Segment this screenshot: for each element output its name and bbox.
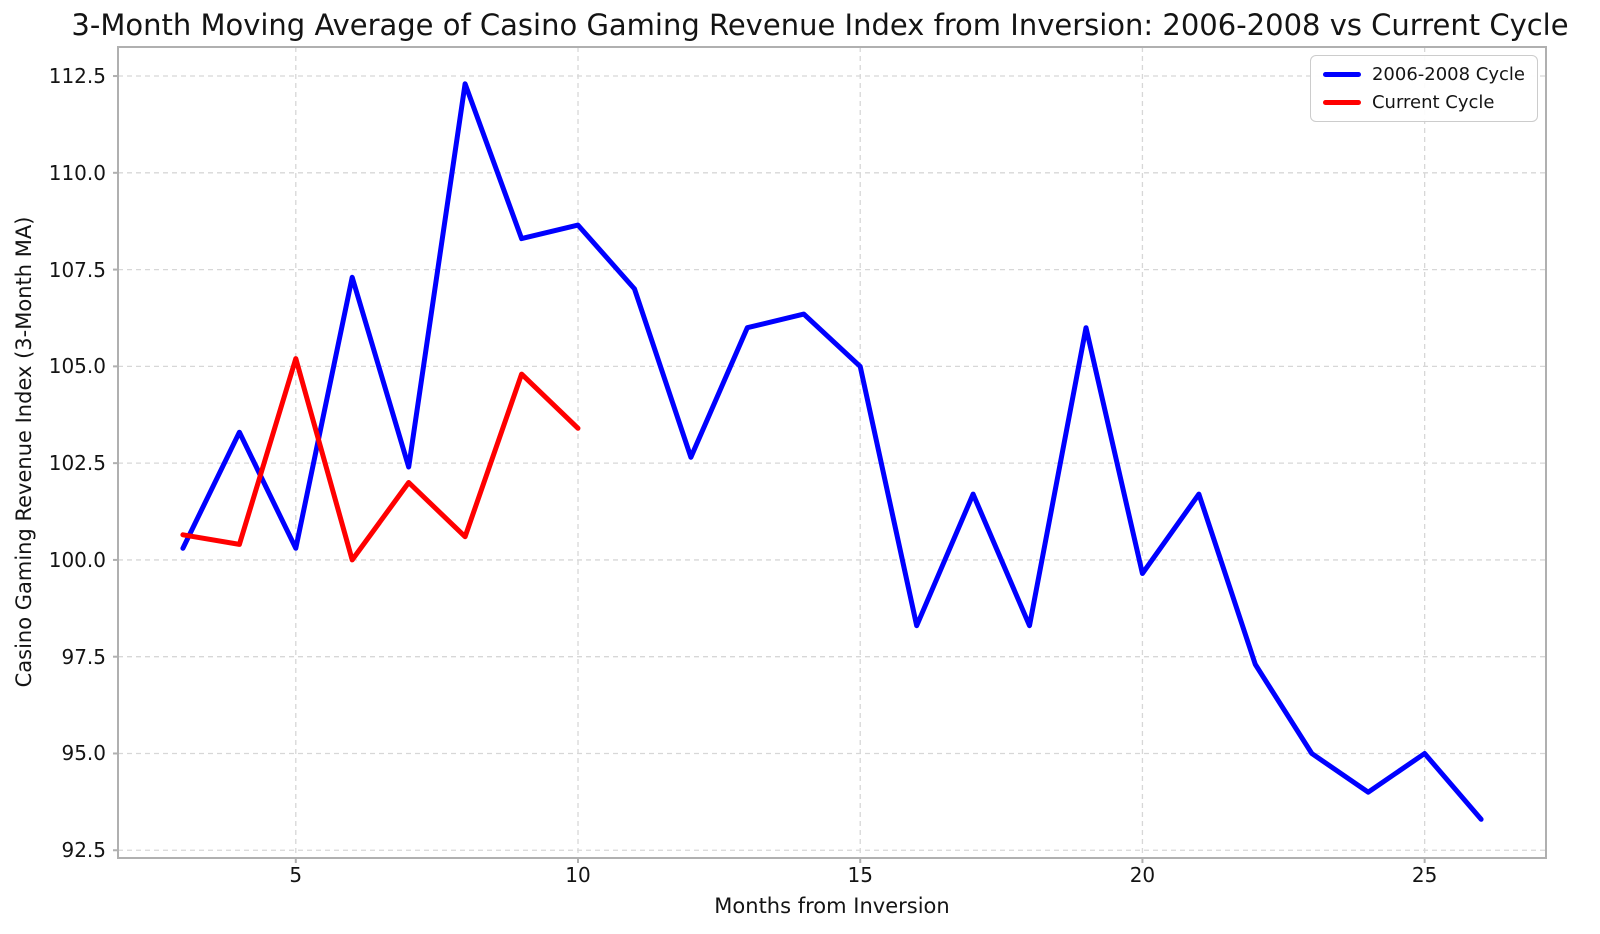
y-tick-label-95: 95.0 (61, 741, 106, 766)
y-tick-label-107.5: 107.5 (48, 257, 106, 282)
x-tick-label-10: 10 (565, 863, 591, 887)
legend: 2006-2008 Cycle Current Cycle (1309, 55, 1538, 122)
x-axis-label: Months from Inversion (714, 894, 950, 918)
chart-title: 3-Month Moving Average of Casino Gaming … (71, 8, 1569, 42)
series-line-current-cycle (180, 356, 581, 563)
legend-line-swatch-2006-2008-cycle (1322, 72, 1361, 77)
y-tick-label-110: 110.0 (48, 160, 106, 185)
legend-label-current-cycle: Current Cycle (1371, 92, 1495, 113)
x-tick-label-25: 25 (1411, 863, 1438, 887)
series-line-2006-2008-cycle (180, 81, 1484, 822)
legend-label-2006-2008-cycle: 2006-2008 Cycle (1371, 64, 1525, 85)
y-tick-label-102.5: 102.5 (48, 451, 106, 476)
x-tick-label-5: 5 (289, 863, 303, 887)
legend-item-2006-2008-cycle: 2006-2008 Cycle (1322, 64, 1525, 85)
y-axis-label: Casino Gaming Revenue Index (3-Month MA) (12, 216, 36, 688)
y-tick-label-105: 105.0 (48, 354, 106, 379)
x-tick-label-15: 15 (847, 863, 873, 887)
y-tick-label-97.5: 97.5 (61, 644, 106, 669)
y-tick-label-92.5: 92.5 (61, 838, 106, 863)
legend-item-current-cycle: Current Cycle (1322, 92, 1525, 113)
y-tick-label-112.5: 112.5 (48, 64, 106, 89)
plot-border (117, 46, 1547, 859)
legend-line-swatch-current-cycle (1322, 100, 1361, 105)
y-tick-label-100: 100.0 (48, 547, 106, 572)
x-tick-label-20: 20 (1129, 863, 1156, 887)
